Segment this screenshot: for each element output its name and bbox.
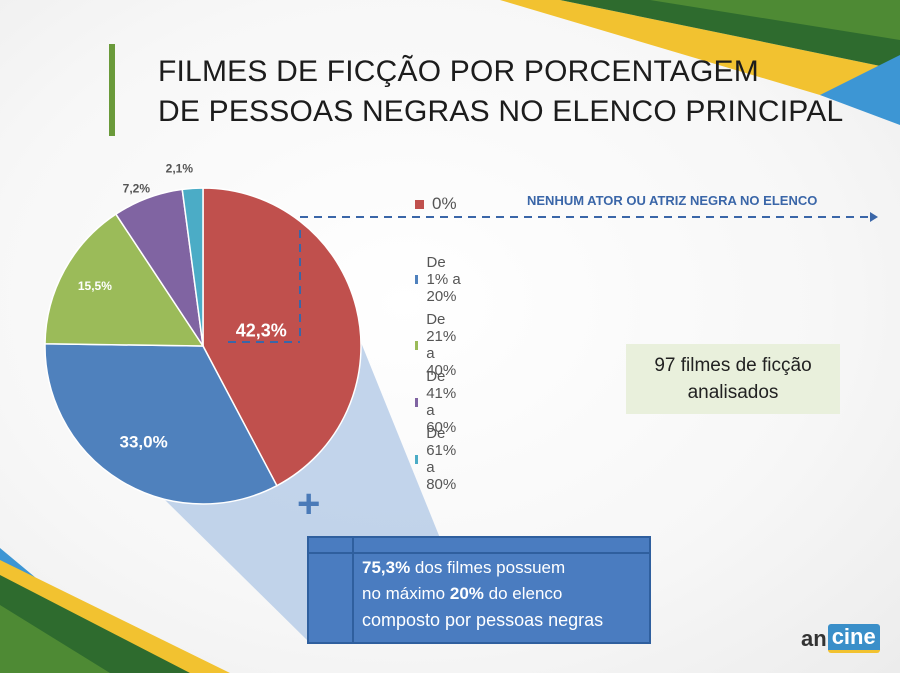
logo-text-cine: cine [827, 624, 880, 653]
slice-label: 33,0% [120, 433, 168, 452]
legend-swatch [415, 340, 419, 350]
summary-text: 75,3% dos filmes possuem no máximo 20% d… [362, 555, 603, 633]
legend-label: De 1% a 20% [426, 254, 461, 305]
legend-item: 0% [415, 194, 457, 214]
legend-label: 0% [432, 194, 457, 213]
legend-label: De 61% a 80% [426, 425, 457, 493]
legend-swatch [415, 199, 424, 209]
logo-text-an: an [801, 625, 827, 651]
page-title: FILMES DE FICÇÃO POR PORCENTAGEM DE PESS… [158, 52, 843, 132]
pie-slice [181, 187, 204, 347]
slice-label: 7,2% [123, 181, 151, 195]
title-accent-bar [109, 44, 115, 136]
title-line-1: FILMES DE FICÇÃO POR PORCENTAGEM [158, 55, 759, 88]
legend-swatch [415, 397, 419, 407]
summary-highlight-2: 20% [449, 584, 484, 603]
pie-slice [44, 213, 205, 347]
summary-text-1: dos filmes possuem [410, 558, 566, 577]
legend-item: De 41% a 60% [415, 368, 462, 436]
legend-item: De 1% a 20% [415, 254, 462, 305]
legend-item: De 61% a 80% [415, 425, 462, 493]
info-box-line-2: analisados [687, 382, 779, 403]
summary-box-stripe [309, 538, 354, 642]
legend-label: De 21% a 40% [426, 311, 457, 379]
pie-slice [44, 343, 278, 505]
summary-box: 75,3% dos filmes possuem no máximo 20% d… [307, 536, 651, 644]
summary-text-2b: do elenco [483, 584, 563, 603]
legend-label: De 41% a 60% [426, 368, 457, 436]
summary-line-1: 75,3% dos filmes possuem [362, 555, 603, 581]
title-line-2: DE PESSOAS NEGRAS NO ELENCO PRINCIPAL [158, 95, 844, 128]
summary-highlight-1: 75,3% [362, 558, 411, 577]
pie-slice [202, 187, 362, 487]
summary-box-top-band [309, 538, 649, 554]
plus-icon: + [297, 482, 321, 526]
legend-swatch [415, 275, 419, 284]
summary-line-3: composto por pessoas negras [362, 610, 604, 630]
summary-line-2: no máximo 20% do elenco [362, 581, 603, 607]
summary-text-2a: no máximo [362, 584, 450, 603]
callout-text: NENHUM ATOR OU ATRIZ NEGRA NO ELENCO [527, 193, 818, 208]
slice-label: 42,3% [236, 320, 287, 340]
info-box-line-1: 97 filmes de ficção [654, 355, 812, 376]
info-box: 97 filmes de ficção analisados [626, 344, 840, 414]
ancine-logo: an cine [801, 624, 880, 653]
callout-arrowhead [870, 212, 878, 222]
slice-label: 15,5% [78, 279, 112, 293]
legend-swatch [415, 454, 419, 464]
slice-label: 2,1% [166, 162, 194, 176]
legend-item: De 21% a 40% [415, 311, 462, 379]
